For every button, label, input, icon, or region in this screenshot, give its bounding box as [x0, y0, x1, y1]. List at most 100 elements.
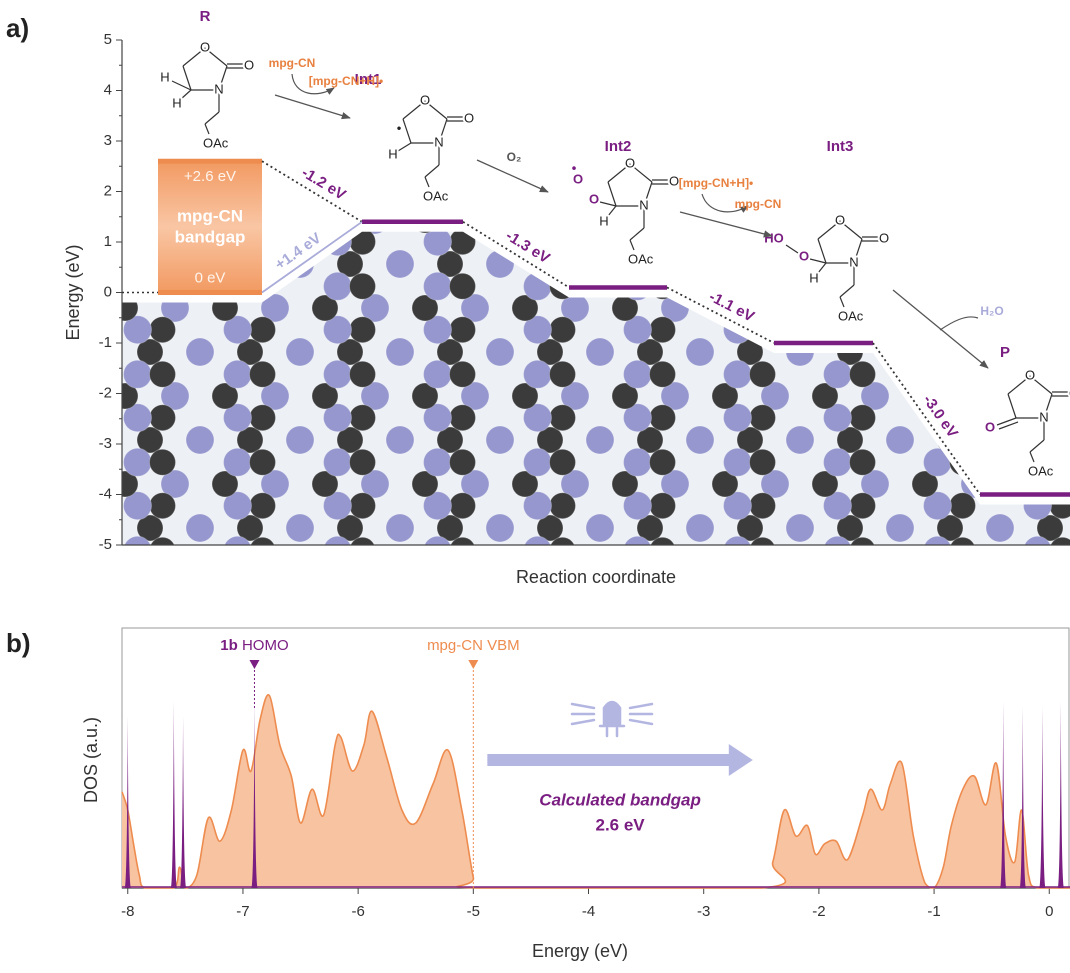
- atom-label: OAc: [628, 251, 654, 266]
- atom-label: OAc: [838, 308, 864, 323]
- reagent-label: O₂: [507, 150, 522, 164]
- molecule-label: Int2: [605, 138, 632, 155]
- bandgap-label: mpg-CN: [177, 206, 243, 225]
- atom-label: •: [572, 160, 577, 175]
- y-tick-label: -1: [99, 334, 112, 351]
- led-icon: [572, 702, 652, 736]
- y-tick-label: -4: [99, 485, 112, 502]
- atom-label: O: [835, 212, 845, 227]
- bond: [1030, 452, 1034, 462]
- atom-label: O: [625, 155, 635, 170]
- panel-label: b): [6, 628, 31, 658]
- bond: [608, 206, 616, 216]
- atom-label: N: [1039, 409, 1048, 424]
- atom-label: N: [639, 197, 648, 212]
- bond: [403, 119, 411, 143]
- reagent-label: [mpg-CN+H]•: [679, 176, 754, 190]
- bond: [608, 182, 616, 206]
- y-tick-label: 2: [104, 182, 112, 199]
- panel-label: a): [6, 13, 29, 43]
- atom-label: H: [160, 69, 169, 84]
- atom-label: O: [464, 110, 474, 125]
- y-axis-label: DOS (a.u.): [81, 717, 101, 803]
- molecule: O O N •H OAc: [388, 92, 474, 203]
- bond: [840, 285, 854, 297]
- y-tick-label: 0: [104, 283, 112, 300]
- atom-label: H: [599, 213, 608, 228]
- annotation-label: Calculated bandgap: [539, 790, 701, 809]
- bond: [398, 143, 411, 151]
- bond: [205, 124, 209, 134]
- reagent-label: H₂O: [980, 304, 1003, 318]
- bond: [818, 263, 826, 273]
- bond: [425, 177, 429, 187]
- x-tick-label: -3: [697, 903, 710, 920]
- atom-label: O: [420, 92, 430, 107]
- dos-spike: [1058, 701, 1064, 888]
- y-tick-label: -2: [99, 384, 112, 401]
- x-tick-label: -1: [927, 903, 940, 920]
- bandgap-edge-label: 0 eV: [195, 269, 226, 286]
- bandgap-arrow: [487, 744, 752, 776]
- molecule-label: P: [1000, 344, 1010, 361]
- reagent-label: [mpg-CN+H]•: [309, 74, 384, 88]
- y-tick-label: 3: [104, 132, 112, 149]
- x-axis-label: Reaction coordinate: [516, 567, 676, 587]
- reaction-arrow: [275, 95, 350, 118]
- atom-label: •: [397, 120, 402, 135]
- bond: [810, 259, 826, 263]
- bond: [818, 239, 826, 263]
- x-tick-label: -5: [467, 903, 480, 920]
- atom-label: H: [172, 95, 181, 110]
- step-label: -1.1 eV: [706, 288, 757, 325]
- reagent-label: mpg-CN: [735, 197, 782, 211]
- molecule: OONOOAc: [985, 367, 1070, 478]
- y-tick-label: 1: [104, 233, 112, 250]
- atom-label: H: [388, 146, 397, 161]
- figure: a)-5-4-3-2-1012345Energy (eV)Reaction co…: [0, 0, 1070, 973]
- y-tick-label: -5: [99, 536, 112, 553]
- bond: [630, 240, 634, 250]
- atom-label: O: [879, 230, 889, 245]
- y-tick-label: -3: [99, 435, 112, 452]
- bond: [786, 245, 798, 253]
- atom-label: O: [589, 191, 599, 206]
- bond: [1008, 394, 1016, 418]
- bond: [600, 202, 616, 206]
- dos-spike: [1039, 706, 1045, 888]
- atom-label: OAc: [203, 135, 229, 150]
- y-tick-label: 4: [104, 81, 112, 98]
- bandgap-label: bandgap: [175, 227, 246, 246]
- x-tick-label: -2: [812, 903, 825, 920]
- bond: [425, 165, 439, 177]
- marker-label: 1b HOMO: [220, 637, 288, 654]
- reagent-arrow: [940, 317, 978, 330]
- atom-label: N: [849, 254, 858, 269]
- atom-label: O: [799, 248, 809, 263]
- x-axis-label: Energy (eV): [532, 941, 628, 961]
- dos-spike: [171, 701, 177, 888]
- x-tick-label: -7: [236, 903, 249, 920]
- background-layer: [122, 40, 1070, 545]
- atom-label: OAc: [423, 188, 449, 203]
- annotation-value: 2.6 eV: [595, 815, 645, 834]
- bond: [181, 90, 191, 99]
- atom-label: H: [809, 270, 818, 285]
- marker-label-text: mpg-CN VBM: [427, 637, 520, 654]
- reaction-arrow: [477, 160, 548, 192]
- atom-label: N: [214, 81, 223, 96]
- x-tick-label: 0: [1045, 903, 1053, 920]
- bond: [840, 297, 844, 307]
- marker-label-bold: 1b: [220, 637, 238, 654]
- atom-label: O: [1025, 367, 1035, 382]
- bond: [205, 112, 219, 124]
- reaction-arrow: [680, 212, 772, 236]
- marker-label: mpg-CN VBM: [427, 637, 520, 654]
- x-tick-label: -6: [351, 903, 364, 920]
- x-tick-label: -4: [582, 903, 595, 920]
- molecule-label: R: [200, 8, 211, 25]
- body: a)-5-4-3-2-1012345Energy (eV)Reaction co…: [0, 0, 1070, 973]
- atom-label: N: [434, 134, 443, 149]
